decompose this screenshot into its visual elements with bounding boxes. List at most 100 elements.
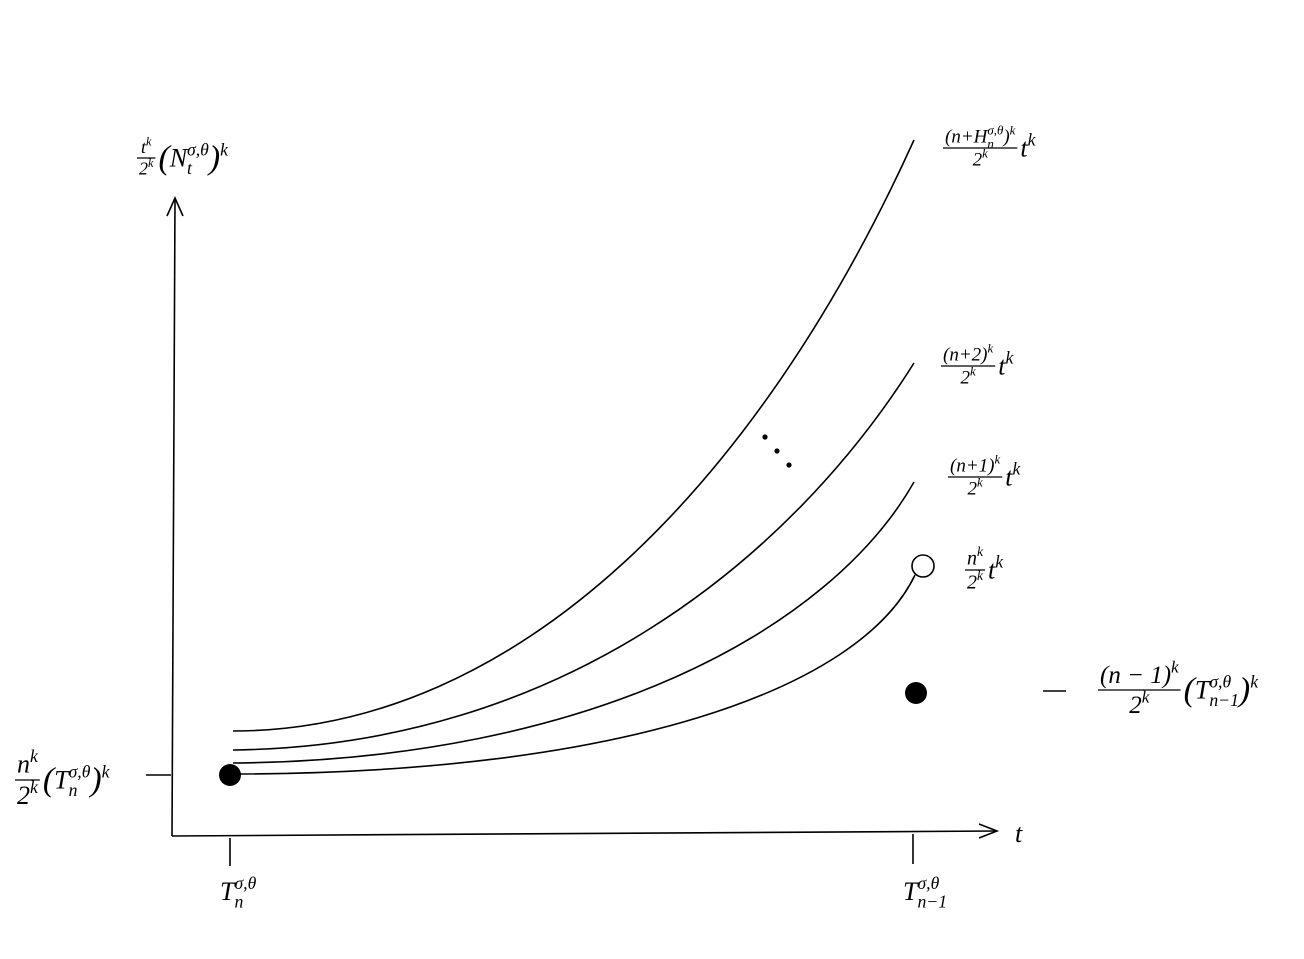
curve [232, 139, 915, 732]
curve [232, 481, 915, 764]
math-token: n [69, 780, 78, 800]
math-token: 2 [17, 781, 30, 810]
x-axis-label: t [1015, 819, 1023, 848]
math-token: k [1028, 130, 1037, 150]
math-token: k [977, 475, 983, 490]
math-token: k [1142, 688, 1150, 707]
math-token: n [234, 891, 243, 911]
math-token: k [987, 341, 993, 356]
math-token: ) [88, 762, 101, 799]
math-token: t [998, 352, 1006, 381]
math-token: k [1012, 459, 1021, 479]
math-token: T [1195, 676, 1211, 705]
formula: (n+1) k2 k t k [948, 452, 1021, 500]
numerator: (n − 1) k [1100, 658, 1179, 690]
math-token: 2 [1129, 692, 1142, 719]
math-token: k [982, 146, 988, 161]
math-token: (n+1) [950, 456, 994, 477]
numerator: (n+1) k [950, 452, 1000, 477]
math-token: σ,θ [234, 873, 256, 893]
curve [229, 574, 916, 775]
math-token: 2 [139, 159, 148, 179]
math-token: ( [1184, 672, 1197, 709]
math-token: (n+2) [943, 345, 987, 366]
math-token: t [141, 137, 147, 157]
math-token: k [148, 156, 154, 170]
formula: n k2 k t k [965, 544, 1004, 593]
filled-point [905, 682, 927, 704]
math-token: ) [1002, 127, 1009, 148]
math-token: k [146, 134, 152, 148]
math-token: 2 [967, 571, 977, 593]
math-token: ) [207, 140, 220, 177]
math-token: k [977, 568, 984, 583]
math-token: σ,θ [187, 140, 209, 160]
y-arrow [166, 196, 184, 217]
math-token: k [995, 552, 1004, 572]
math-token: σ,θ [1209, 672, 1231, 692]
dot [762, 434, 768, 440]
math-token: k [977, 544, 984, 559]
math-token: k [1010, 123, 1016, 138]
math-token: t [1005, 463, 1013, 492]
math-token: n−1 [917, 891, 947, 911]
math-token: N [169, 144, 189, 173]
math-token: (n+ [945, 127, 974, 148]
math-token: (n − 1) [1100, 662, 1171, 689]
x-arrow [978, 823, 1000, 839]
math-token: σ,θ [69, 762, 91, 782]
math-token: 2 [973, 149, 983, 170]
math-token: n−1 [1209, 690, 1239, 710]
math-token: n [987, 136, 993, 151]
curves [229, 139, 916, 775]
y-axis [171, 199, 176, 837]
curve [232, 362, 915, 751]
math-token: n [17, 750, 30, 779]
math-token: t [187, 158, 193, 178]
math-token: T [54, 766, 70, 795]
math-token: ) [1237, 672, 1250, 709]
math-token: t [988, 556, 996, 585]
numerator: (n+2) k [943, 341, 993, 366]
open-point [911, 554, 935, 578]
axes [146, 196, 1000, 866]
math-token: 2 [960, 367, 970, 388]
math-token: σ,θ [917, 873, 939, 893]
math-token: k [994, 452, 1000, 467]
math-token: k [220, 140, 229, 160]
math-token: ( [43, 762, 56, 799]
dot [774, 448, 780, 454]
math-token: T [903, 877, 919, 906]
filled-point [219, 764, 241, 786]
math-token: k [1005, 348, 1014, 368]
x-axis [171, 830, 997, 837]
math-token: t [1020, 134, 1028, 163]
formula: (n+2) k2 k t k [941, 341, 1014, 389]
math-token: k [30, 777, 39, 797]
math-token: k [1250, 672, 1259, 692]
ellipsis [762, 434, 792, 468]
math-token: T [220, 877, 236, 906]
math-token: 2 [967, 478, 977, 499]
math-token: σ,θ [987, 123, 1004, 138]
math-token: n [967, 547, 977, 569]
dot [786, 462, 792, 468]
